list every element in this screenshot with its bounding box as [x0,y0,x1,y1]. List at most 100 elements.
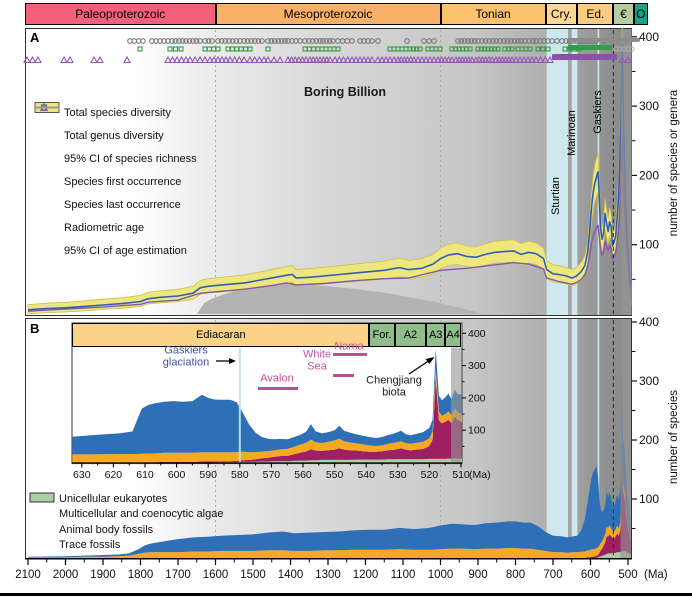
species-first-occurrence-marker [233,38,240,44]
panel-a-legend-label: Total genus diversity [64,129,164,142]
species-diversity-line [27,42,632,311]
species-first-occurrence-marker [489,38,496,44]
main-x-tick-label: 1700 [165,569,191,581]
radiometric-age-marker [624,55,632,64]
panel-a-graphics [27,28,632,315]
radiometric-age-marker [390,55,398,64]
panel-b-y-tick-label: 400 [639,315,659,329]
glacial-band-marinoan [571,29,578,315]
chengjiang-line2: biota [382,386,406,398]
nama-range-bar [333,353,367,356]
radiometric-age-marker [326,55,334,64]
species-first-occurrence-marker [461,38,468,44]
main-x-tick-label: 1400 [278,569,304,581]
inset-x-tick-label: 550 [326,469,344,481]
line-legend-icon [35,106,59,109]
radiometric-age-marker [276,55,284,64]
species-first-occurrence-marker [375,38,381,44]
panel-a-legend-item-total-genus-diversity: Total genus diversity [34,106,197,147]
species-first-occurrence-marker [455,38,461,44]
inset-x-tick-label: 580 [231,469,249,481]
radiometric-age-marker [214,55,222,64]
main-x-tick-label: 1900 [90,569,116,581]
panel-a-legend-label: 95% CI of age estimation [64,244,187,257]
species-last-occurrence-marker [323,46,329,52]
species-first-occurrence-marker [169,38,175,44]
radiometric-age-marker [532,55,540,64]
species-last-occurrence-marker [433,46,439,52]
species-first-occurrence-marker [305,38,312,44]
radiometric-age-marker [255,55,264,64]
species-first-occurrence-marker [186,38,193,44]
inset-x-tick-label: 610 [136,469,154,481]
white-sea-range-bar [333,374,354,377]
radiometric-age-marker [386,55,394,64]
panel-b-legend-item-unicellular-eukaryotes: Unicellular eukaryotes [29,491,223,507]
radiometric-age-marker [410,55,418,64]
species-first-occurrence-marker [559,38,565,44]
species-first-occurrence-marker [172,38,179,44]
chengjiang-line1: Chengjiang [366,374,422,387]
species-first-occurrence-marker [522,38,528,44]
inset-y-tick-label: 100 [468,425,486,437]
species-last-occurrence-marker [319,46,325,52]
white-sea-line2: Sea [307,360,327,372]
species-first-occurrence-marker [486,38,493,44]
radiometric-age-marker [468,55,476,64]
inset-axes: 630 620 610 600 590 580 570 560 550 540 530 520 510(… [72,328,491,481]
panel-a-y-tick-label: 400 [639,30,659,44]
species-first-occurrence-marker [365,38,371,44]
species-first-occurrence-marker [282,38,288,44]
age-ci-bar [568,38,640,42]
species-last-occurrence-marker [425,46,431,52]
radiometric-age-marker [512,55,520,64]
species-first-occurrence-marker [202,38,208,44]
occurrence-symbol-rows [23,38,640,64]
era-band-tonian: Tonian [440,3,546,25]
inset-x-tick-label: 510 [452,469,470,481]
species-first-occurrence-marker [259,38,265,44]
main-x-tick-label: 1800 [128,569,154,581]
species-first-occurrence-marker [468,38,475,44]
species-first-occurrence-marker [421,38,427,44]
species-last-occurrence-marker [315,46,321,52]
species-last-occurrence-marker [429,46,435,52]
radiometric-age-marker [34,55,42,64]
main-x-tick-label: 2000 [53,569,79,581]
species-first-occurrence-marker [323,38,330,44]
inset-x-tick-label: 590 [199,469,217,481]
species-first-occurrence-marker [479,38,485,44]
species-first-occurrence-marker [161,38,167,44]
chengjiang-biota-annotation: Chengjiang biota [366,374,422,399]
main-x-tick-label: 700 [543,569,562,581]
species-first-occurrence-marker [157,38,163,44]
area-unicellular-eukaryotes [72,349,462,455]
species-first-occurrence-marker [369,38,375,44]
era-band-ed: Ed. [577,3,614,25]
radiometric-age-marker [335,55,344,64]
species-first-occurrence-marker [545,38,551,44]
radiometric-age-marker [90,55,98,64]
inset-y-tick-label: 200 [468,392,486,404]
main-x-tick-label: 1000 [428,569,454,581]
species-first-occurrence-marker [537,38,543,44]
radiometric-age-marker [364,55,372,64]
radiometric-age-marker [168,55,177,64]
radiometric-age-marker [448,55,456,64]
species-first-occurrence-marker [153,38,159,44]
species-first-occurrence-marker [344,38,351,44]
radiometric-age-marker [426,55,434,64]
glacial-band-sturtian [546,29,568,315]
species-last-occurrence-marker [202,46,208,52]
species-last-occurrence-marker [247,46,253,52]
panel-a-legend-item-95-ci-of-species-richness: 95% CI of species richness [34,102,197,170]
panel-b-y-tick-label: 300 [639,374,659,388]
radiometric-age-marker [66,55,74,64]
radiometric-age-marker [246,55,254,64]
species-last-occurrence-marker [403,46,409,52]
panel-a-legend: Total species diversity Total genus diver… [34,101,197,262]
species-first-occurrence-marker [149,38,155,44]
inset-band-for: For. [369,323,395,347]
species-first-occurrence-marker [501,38,507,44]
